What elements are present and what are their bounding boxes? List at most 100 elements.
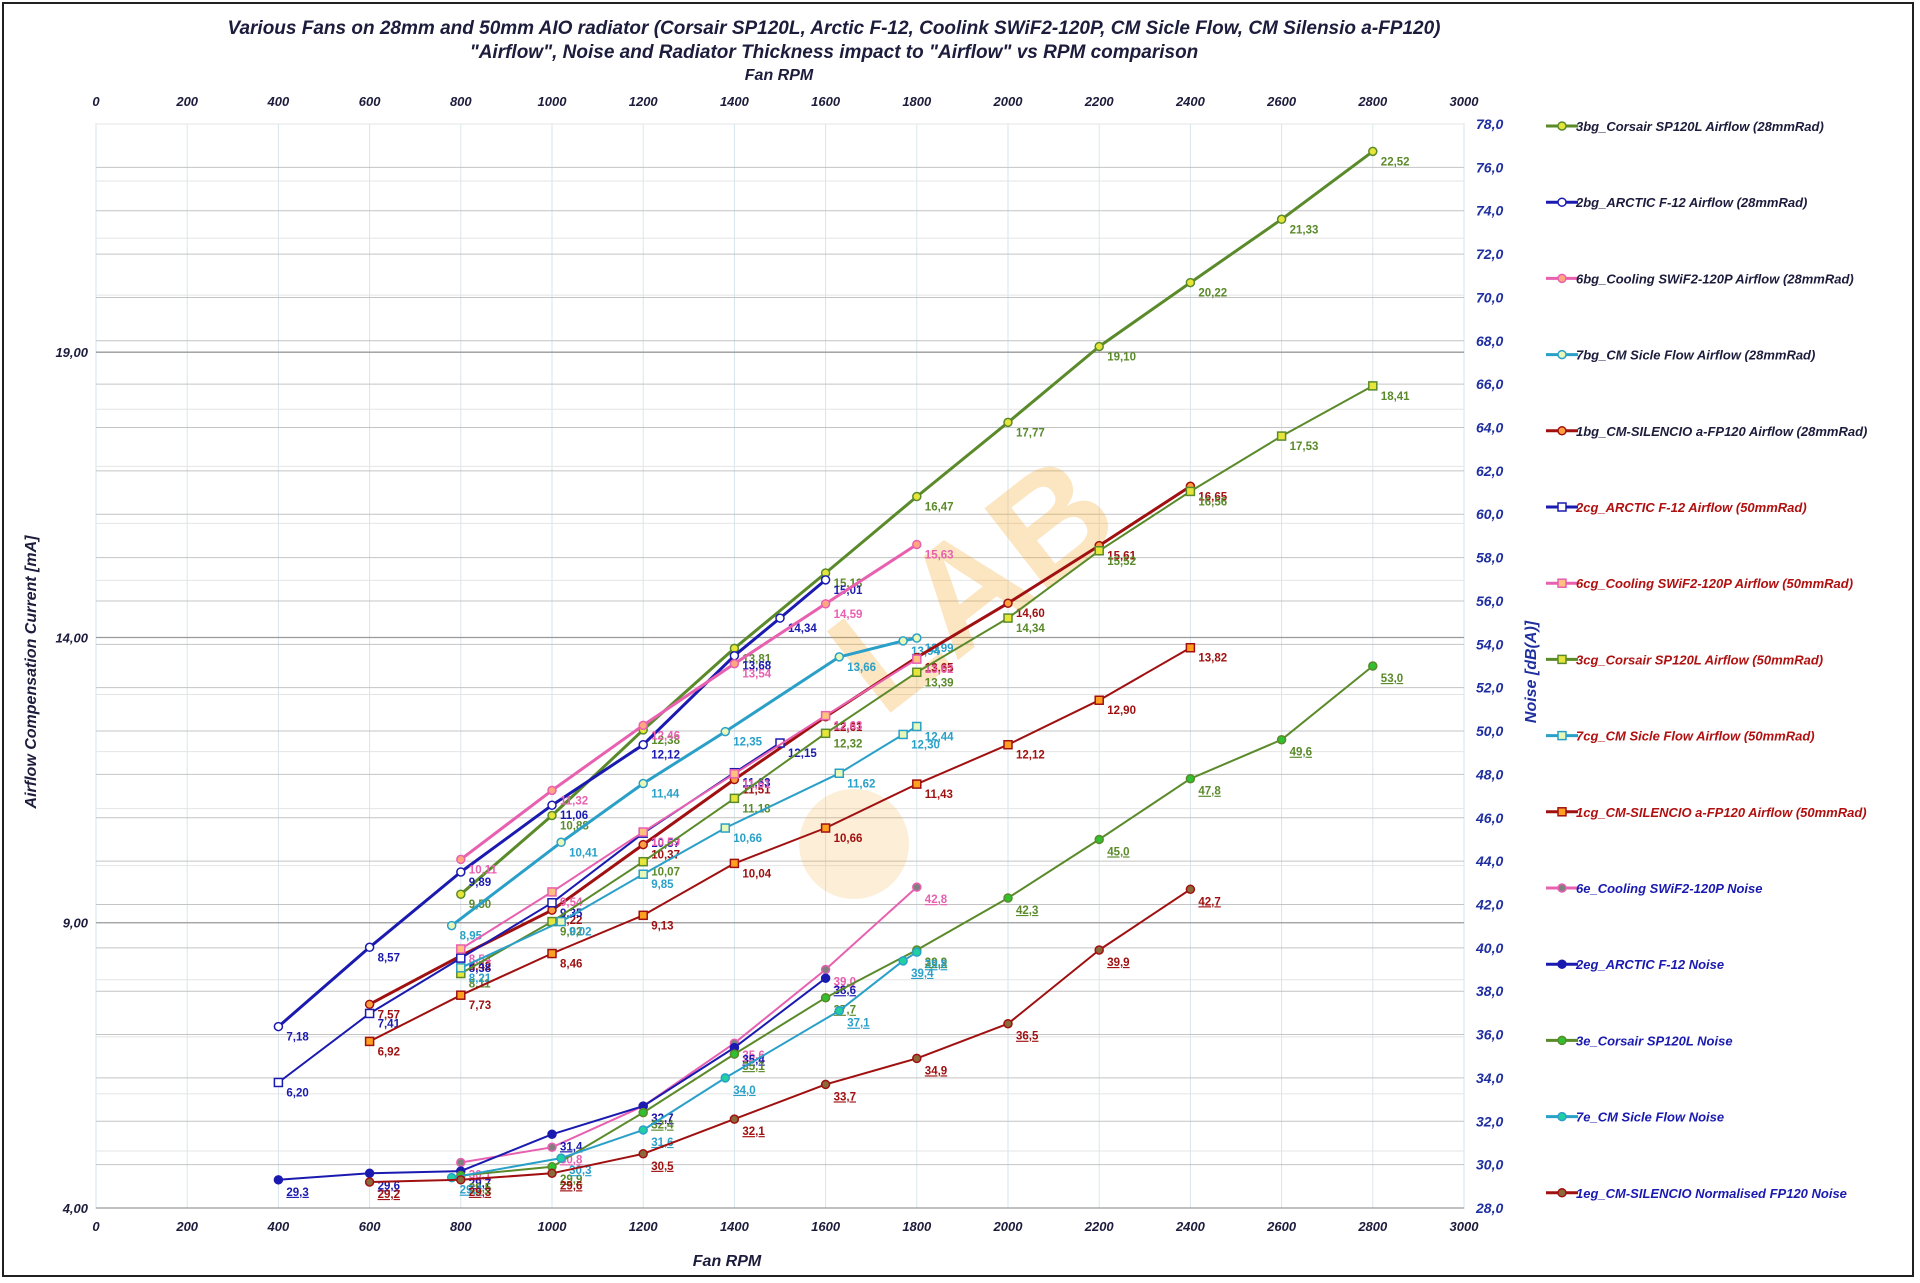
data-label: 10,66 <box>733 833 762 845</box>
data-point <box>1094 945 1104 955</box>
legend-item: 6cg_Cooling SWiF2-120P Airflow (50mmRad) <box>1546 576 1853 591</box>
legend-item: 2eg_ARCTIC F-12 Noise <box>1546 957 1724 972</box>
data-point <box>364 999 375 1010</box>
y-tick-label-right: 42,0 <box>1475 896 1503 912</box>
data-point <box>729 1114 740 1124</box>
data-point <box>273 1175 284 1185</box>
series-line <box>369 888 1191 1183</box>
x-tick-label-top: 200 <box>175 94 198 109</box>
data-label: 11,62 <box>847 778 875 790</box>
data-label: 9,02 <box>560 927 582 939</box>
series-line <box>277 742 781 1084</box>
data-point <box>638 856 648 867</box>
data-label: 32,1 <box>742 1126 765 1138</box>
data-label: 37,1 <box>847 1018 870 1030</box>
data-label: 6,20 <box>286 1087 308 1099</box>
data-point <box>820 575 831 585</box>
data-point <box>1003 893 1013 903</box>
data-point <box>1094 834 1104 845</box>
data-point <box>638 1107 648 1118</box>
data-label: 10,07 <box>651 867 680 879</box>
data-point <box>912 667 922 678</box>
legend-item: 1bg_CM-SILENCIO a-FP120 Airflow (28mmRad… <box>1546 424 1867 439</box>
y-tick-label-right: 30,0 <box>1476 1157 1503 1173</box>
data-label: 29,5 <box>469 1182 492 1194</box>
series-line <box>460 658 918 950</box>
data-label: 22,52 <box>1381 156 1410 168</box>
series-group: 9,5010,8812,3813,8115,1316,4717,7719,102… <box>456 146 1410 911</box>
data-point <box>638 720 648 731</box>
data-point <box>638 827 648 837</box>
y-tick-label-right: 66,0 <box>1476 376 1503 392</box>
data-label: 29,6 <box>560 1180 582 1192</box>
data-point <box>1185 773 1196 784</box>
y-tick-label-right: 64,0 <box>1476 420 1503 436</box>
data-point <box>912 947 922 957</box>
data-label: 16,47 <box>925 502 954 514</box>
data-point <box>729 858 740 869</box>
x-tick-label: 3000 <box>1450 1219 1480 1234</box>
data-point <box>364 1036 375 1047</box>
chart-title: Various Fans on 28mm and 50mm AIO radiat… <box>227 18 1440 39</box>
data-label: 13,81 <box>742 653 771 665</box>
data-label: 13,54 <box>742 669 771 681</box>
data-point <box>547 1142 557 1153</box>
data-point <box>912 779 922 789</box>
data-point <box>720 726 731 737</box>
x-axis-top-title: Fan RPM <box>745 67 814 84</box>
y-tick-label-right: 36,0 <box>1476 1027 1503 1043</box>
data-point <box>820 710 831 721</box>
data-point <box>638 869 648 879</box>
data-label: 12,46 <box>651 730 680 742</box>
data-point <box>456 990 466 1000</box>
data-point <box>1368 381 1378 391</box>
y-tick-label-right: 52,0 <box>1476 680 1503 696</box>
data-point <box>456 889 466 899</box>
y-tick-label-right: 78,0 <box>1476 116 1503 132</box>
data-point <box>820 992 831 1003</box>
data-label: 10,04 <box>742 868 771 880</box>
data-point <box>1276 734 1287 745</box>
data-label: 12,15 <box>788 748 817 760</box>
x-tick-label: 400 <box>267 1219 290 1234</box>
data-label: 15,52 <box>1107 556 1136 568</box>
x-tick-label: 1000 <box>538 1219 568 1234</box>
y-tick-label-right: 62,0 <box>1476 463 1503 479</box>
data-label: 35,6 <box>742 1050 764 1062</box>
x-tick-label: 200 <box>175 1219 198 1234</box>
data-label: 53,0 <box>1381 673 1403 685</box>
legend-label: 7cg_CM Sicle Flow Airflow (50mmRad) <box>1576 729 1815 744</box>
data-label: 9,35 <box>560 908 583 920</box>
data-label: 29,3 <box>286 1187 308 1199</box>
legend-item: 6e_Cooling SWiF2-120P Noise <box>1546 881 1763 896</box>
y-tick-label: 9,00 <box>63 916 89 931</box>
watermark-layer: LAB <box>799 422 1145 899</box>
y-tick-label: 19,00 <box>55 345 88 360</box>
y-tick-label: 4,00 <box>62 1201 89 1216</box>
data-label: 36,5 <box>1016 1031 1039 1043</box>
x-tick-label: 1400 <box>720 1219 750 1234</box>
data-point <box>446 920 457 931</box>
series-group: 29,329,6 29,731,432,735,438,6 <box>273 973 856 1199</box>
data-point <box>547 1168 557 1179</box>
data-point <box>638 1149 648 1159</box>
x-tick-label-top: 1600 <box>811 94 841 109</box>
legend-layer: 3bg_Corsair SP120L Airflow (28mmRad) 2bg_… <box>1546 119 1867 1201</box>
data-label: 12,12 <box>651 750 680 762</box>
data-point <box>834 768 845 779</box>
x-axis-title: Fan RPM <box>693 1253 762 1270</box>
data-point <box>1368 146 1378 157</box>
data-label: 12,35 <box>733 737 762 749</box>
data-point <box>364 942 375 953</box>
data-point <box>547 810 557 821</box>
data-point <box>834 1005 845 1016</box>
data-label: 8,21 <box>469 973 492 985</box>
data-point <box>364 1168 375 1179</box>
y-tick-label-right: 58,0 <box>1476 550 1503 566</box>
data-label: 16,65 <box>1198 491 1227 503</box>
chart-svg: LAB 0 0 200 200 400 400 600 600 800 800 1000 1000 12… <box>23 18 1867 1270</box>
data-label: 7,57 <box>378 1009 400 1021</box>
legend-marker <box>1557 1188 1567 1198</box>
data-label: 34,9 <box>925 1065 947 1077</box>
x-tick-label: 2400 <box>1175 1219 1206 1234</box>
